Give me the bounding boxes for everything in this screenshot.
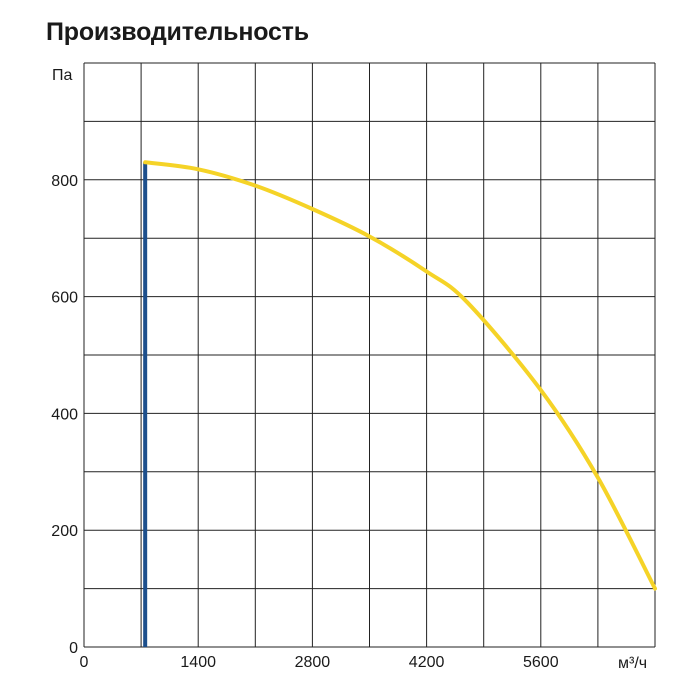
y-tick-label: 0 xyxy=(69,640,78,657)
y-tick-label: 800 xyxy=(51,173,78,190)
series-layer xyxy=(143,160,657,647)
y-tick-label: 400 xyxy=(51,406,78,423)
y-tick-label: 200 xyxy=(51,523,78,540)
x-tick-labels: 0 1400 2800 4200 5600 xyxy=(80,654,559,671)
y-tick-label: 600 xyxy=(51,290,78,307)
x-tick-label: 5600 xyxy=(523,654,559,671)
x-tick-label: 2800 xyxy=(295,654,331,671)
y-tick-labels: 0 200 400 600 800 xyxy=(51,173,78,657)
x-tick-label: 1400 xyxy=(180,654,216,671)
y-axis-unit-label: Па xyxy=(52,67,73,84)
x-axis-unit-label: м³/ч xyxy=(618,655,647,672)
performance-curve xyxy=(143,160,657,591)
x-tick-label: 4200 xyxy=(409,654,445,671)
chart-title: Производительность xyxy=(46,18,309,46)
x-tick-label: 0 xyxy=(80,654,89,671)
grid xyxy=(83,62,656,648)
